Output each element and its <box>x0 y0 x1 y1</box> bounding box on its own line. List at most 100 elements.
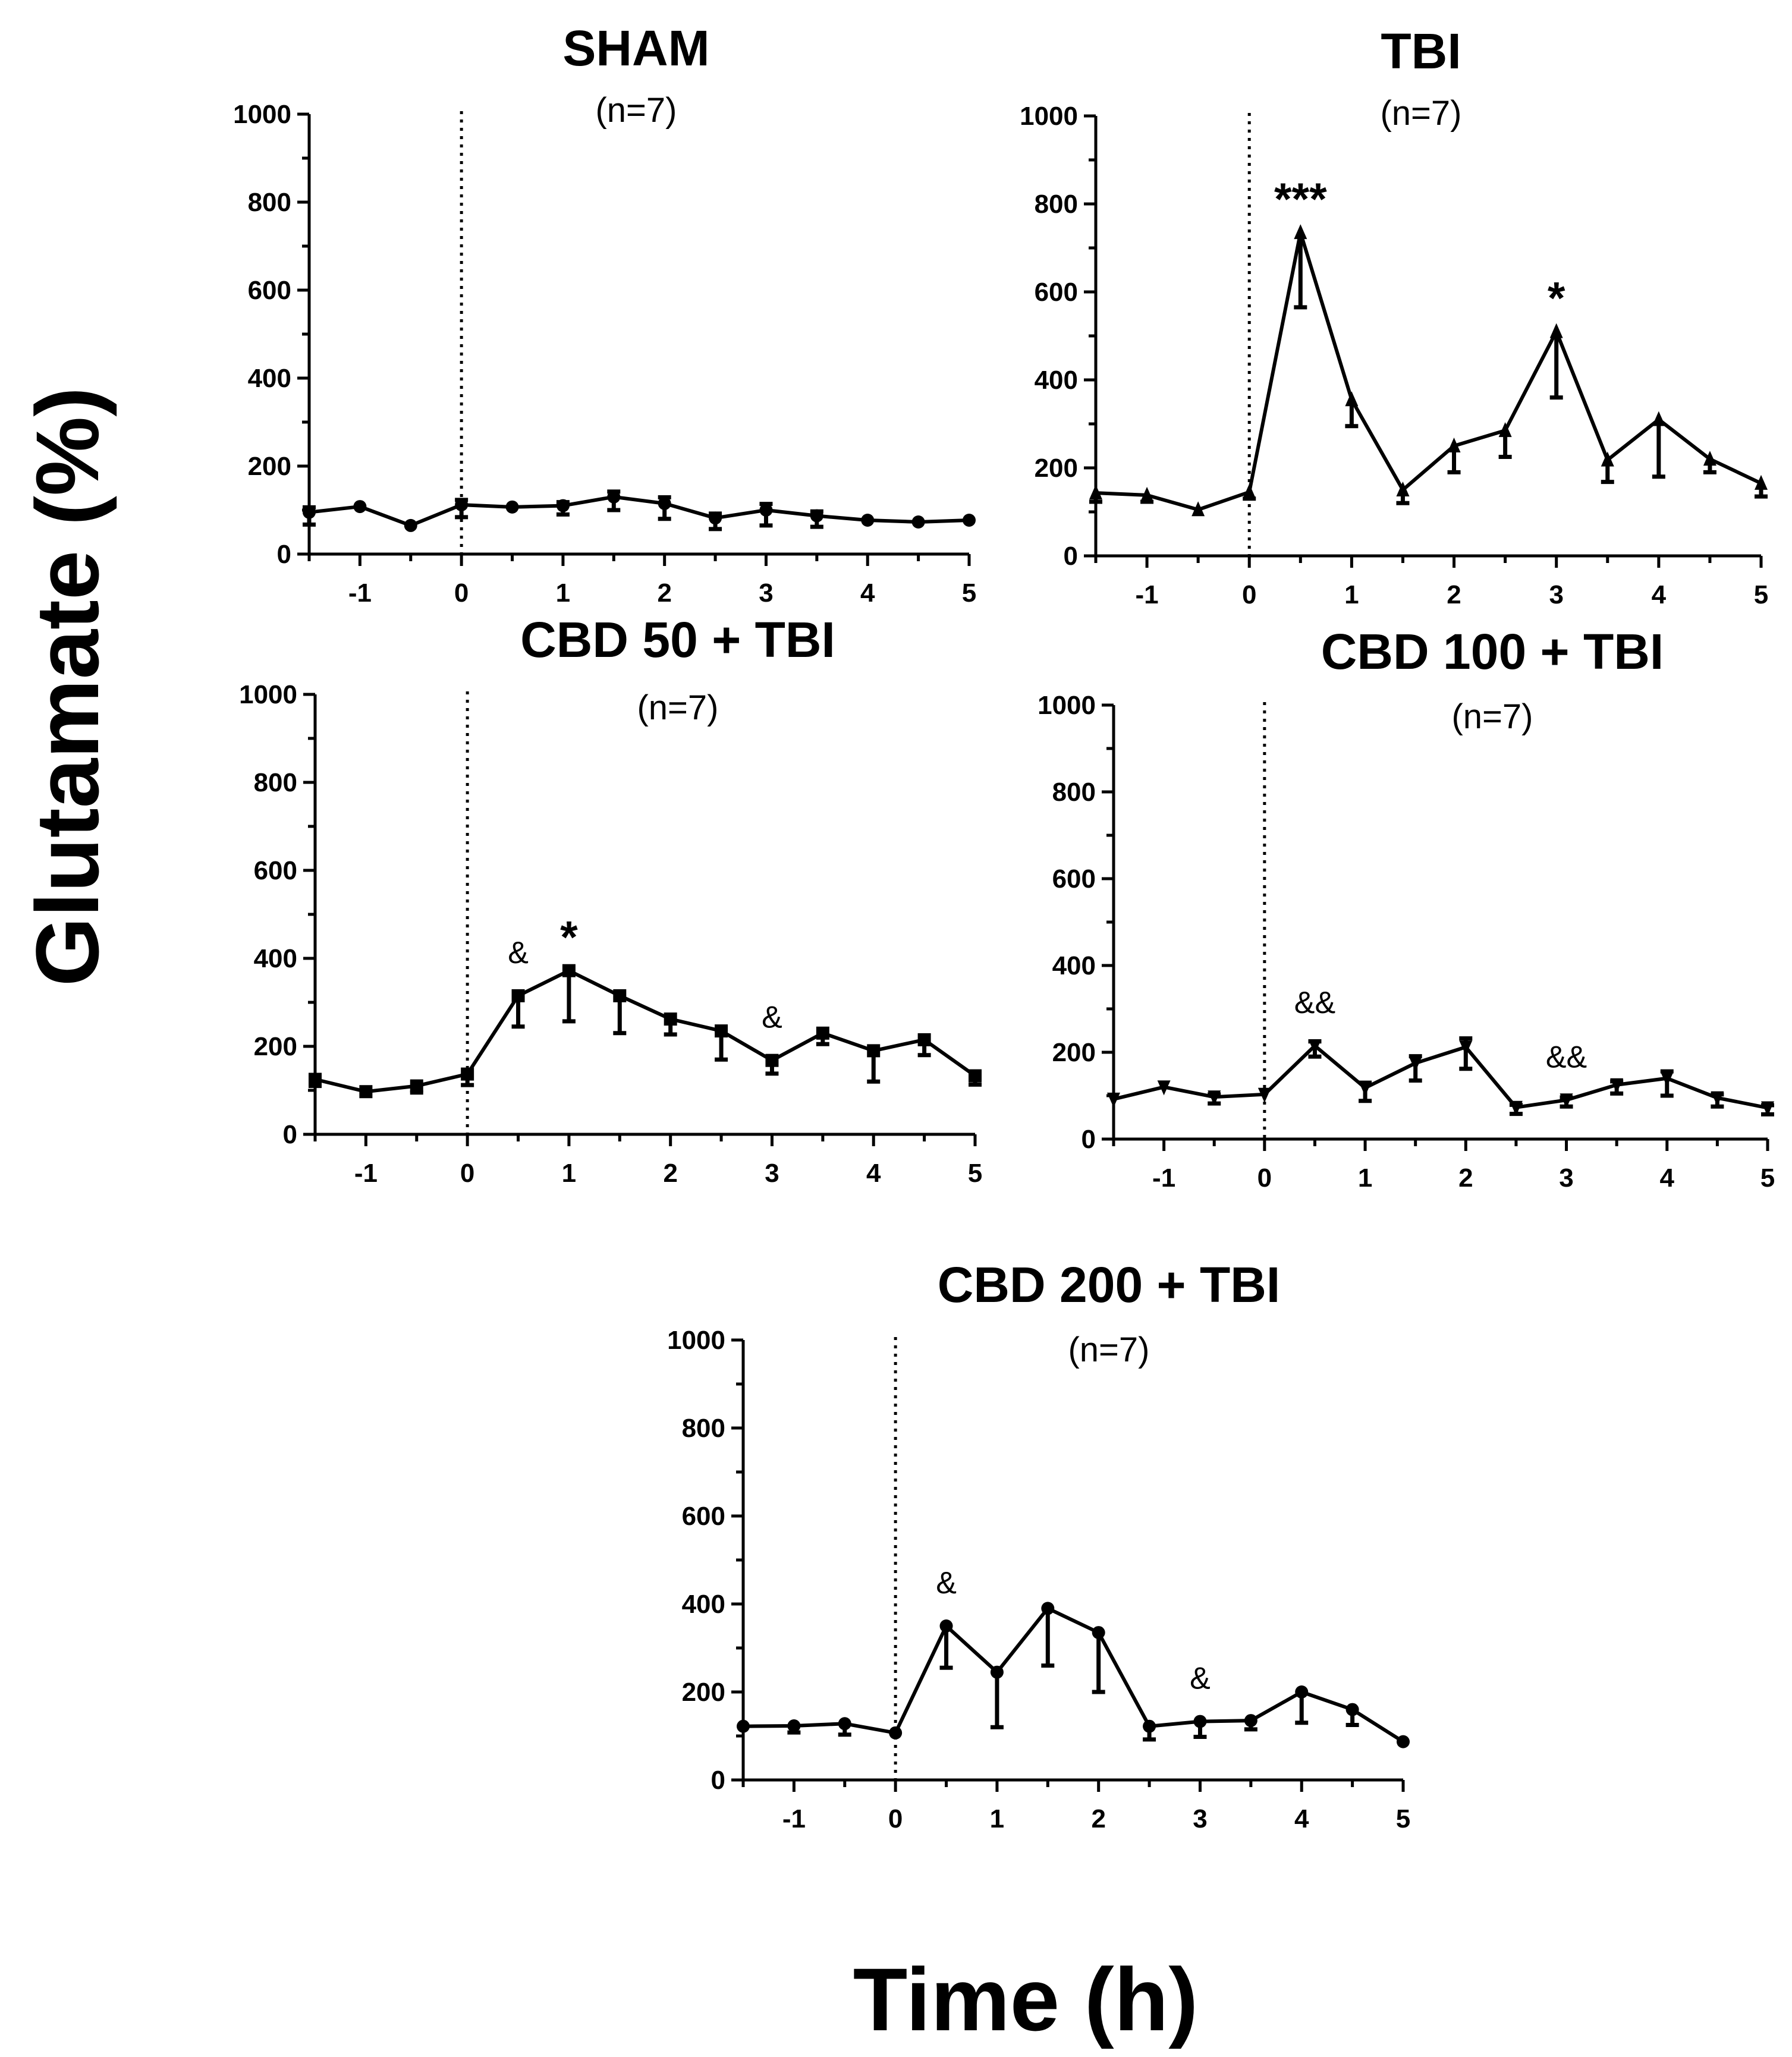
y-tick-label: 200 <box>1052 1038 1096 1067</box>
data-point <box>1396 482 1410 496</box>
data-point <box>1549 323 1563 338</box>
significance-ampersand: & <box>762 1001 782 1035</box>
data-point <box>1652 411 1665 426</box>
y-tick-label: 600 <box>254 856 297 885</box>
panel-subtitle: (n=7) <box>1451 697 1533 736</box>
x-tick-label: 2 <box>1447 580 1461 609</box>
x-tick-label: 0 <box>454 578 469 608</box>
data-point <box>816 1026 829 1040</box>
data-point <box>1601 451 1614 467</box>
panel-1: SHAM (n=7) 0 200 400 600 800 1000 -1 0 1 2 3 4 5 <box>233 20 976 608</box>
x-tick-label: 1 <box>556 578 570 608</box>
x-tick-label: 1 <box>990 1804 1004 1833</box>
y-tick-label: 1000 <box>239 680 297 709</box>
data-point <box>1409 1056 1422 1072</box>
data-point <box>1509 1100 1523 1116</box>
series-line <box>315 968 976 1094</box>
data-point <box>410 1079 423 1093</box>
y-tick-label: 800 <box>1035 190 1078 219</box>
data-point <box>1345 391 1359 407</box>
data-point <box>1498 422 1512 438</box>
y-tick-label: 0 <box>1082 1125 1096 1154</box>
data-point <box>1711 1091 1724 1106</box>
data-point <box>867 1044 881 1058</box>
x-tick-label: -1 <box>782 1804 806 1833</box>
data-point <box>1761 1101 1774 1116</box>
data-point <box>1208 1090 1221 1106</box>
series-line <box>1095 231 1762 512</box>
panel-subtitle: (n=7) <box>1380 94 1461 133</box>
x-tick-label: -1 <box>1152 1163 1175 1193</box>
data-point <box>1295 1685 1309 1699</box>
y-tick-label: 200 <box>682 1678 725 1707</box>
y-tick-label: 1000 <box>1038 691 1096 720</box>
data-point <box>404 518 417 532</box>
x-tick-label: 4 <box>866 1159 881 1188</box>
x-tick-label: 1 <box>1344 580 1359 609</box>
y-tick-label: 200 <box>248 452 291 481</box>
data-point <box>353 500 367 514</box>
data-point <box>1092 1626 1105 1640</box>
data-point <box>1755 474 1768 490</box>
x-tick-label: 3 <box>1559 1163 1573 1193</box>
data-point <box>511 989 525 1002</box>
y-tick-label: 0 <box>283 1120 297 1149</box>
data-point <box>461 1067 474 1081</box>
data-point <box>1703 451 1716 466</box>
data-point <box>1157 1080 1171 1096</box>
data-point <box>1294 224 1307 240</box>
panel-5: CBD 200 + TBI (n=7) 0 200 400 600 800 1000 -1 0 1 2… <box>667 1257 1410 1833</box>
x-tick-label: 4 <box>1660 1163 1675 1193</box>
y-tick-label: 400 <box>254 944 297 973</box>
data-point <box>1560 1093 1573 1109</box>
data-point <box>889 1726 903 1740</box>
x-tick-label: 2 <box>663 1159 677 1188</box>
panel-title: TBI <box>1381 23 1461 79</box>
x-tick-label: 2 <box>657 578 671 608</box>
y-tick-label: 600 <box>682 1502 725 1531</box>
y-tick-label: 0 <box>711 1766 725 1795</box>
panel-title: CBD 100 + TBI <box>1321 624 1664 680</box>
x-tick-label: -1 <box>348 578 372 608</box>
data-point <box>556 499 570 512</box>
panel-4: CBD 100 + TBI (n=7) 0 200 400 600 800 1000 -1 0 1 2… <box>1038 624 1775 1193</box>
x-tick-label: 5 <box>968 1159 982 1188</box>
data-point <box>1041 1602 1055 1615</box>
y-axis-label: Glutamate (%) <box>17 387 117 986</box>
y-tick-label: 0 <box>277 540 291 569</box>
y-tick-label: 600 <box>248 276 291 305</box>
data-point <box>1107 1092 1120 1108</box>
data-point <box>1359 1081 1372 1096</box>
x-tick-label: 0 <box>1257 1163 1272 1193</box>
panel-subtitle: (n=7) <box>1068 1331 1149 1369</box>
panel-subtitle: (n=7) <box>595 91 677 130</box>
series-line <box>1113 1044 1768 1110</box>
panel-3: CBD 50 + TBI (n=7) 0 200 400 600 800 1000 -1 0 1 2 3… <box>239 612 982 1188</box>
data-point <box>658 496 671 510</box>
x-axis-label: Time (h) <box>853 1949 1199 2049</box>
panel-title: CBD 200 + TBI <box>938 1257 1281 1313</box>
x-tick-label: 3 <box>1193 1804 1207 1833</box>
y-tick-label: 800 <box>682 1414 725 1443</box>
data-point <box>359 1085 373 1099</box>
data-point <box>562 964 576 977</box>
data-point <box>969 1069 982 1083</box>
x-tick-label: 4 <box>860 578 875 608</box>
x-tick-label: 0 <box>1242 580 1256 609</box>
y-tick-label: 600 <box>1052 864 1096 894</box>
data-point <box>1459 1040 1473 1056</box>
series-line <box>309 495 970 527</box>
panel-subtitle: (n=7) <box>637 688 718 727</box>
data-point <box>911 515 925 529</box>
y-tick-label: 400 <box>1035 366 1078 395</box>
significance-star: * <box>1548 273 1565 324</box>
x-tick-label: 4 <box>1652 580 1667 609</box>
data-point <box>939 1619 953 1633</box>
data-point <box>1610 1078 1624 1093</box>
data-point <box>787 1719 801 1732</box>
data-point <box>664 1012 677 1026</box>
x-tick-label: 5 <box>962 578 976 608</box>
data-point <box>810 509 823 523</box>
data-point <box>1447 438 1461 452</box>
x-tick-label: 3 <box>765 1159 779 1188</box>
